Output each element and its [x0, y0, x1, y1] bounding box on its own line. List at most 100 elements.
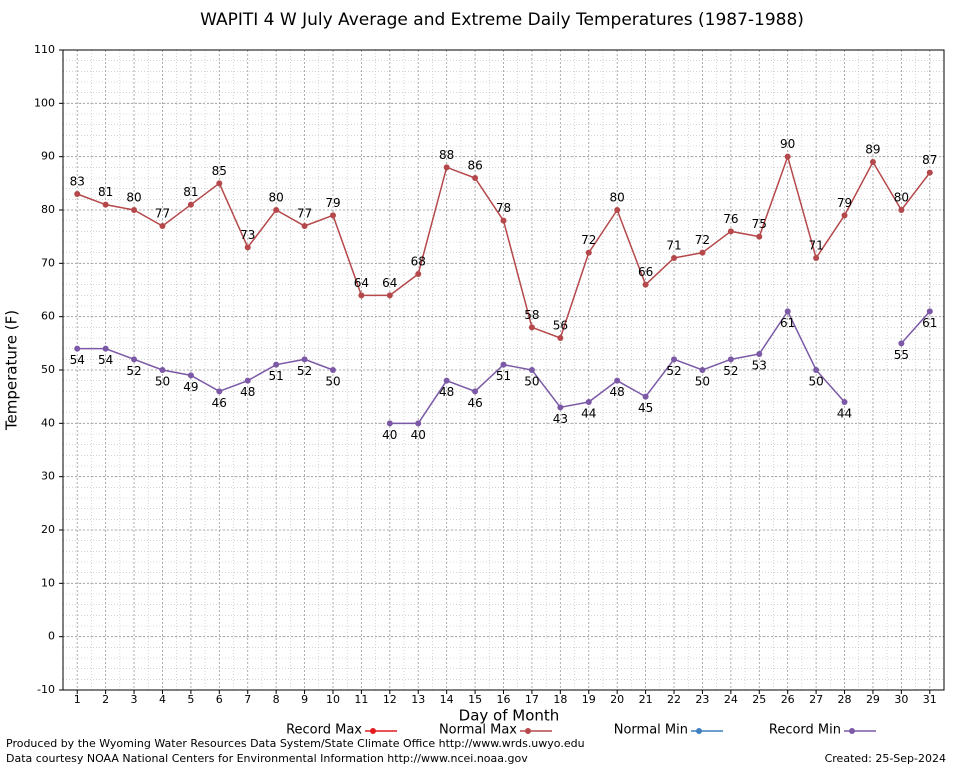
data-point: [273, 361, 280, 368]
data-label: 50: [695, 375, 710, 389]
data-label: 54: [70, 353, 85, 367]
data-label: 44: [581, 407, 596, 421]
data-label: 52: [666, 364, 681, 378]
data-label: 79: [325, 196, 340, 210]
data-point: [898, 207, 905, 213]
data-label: 46: [467, 396, 482, 410]
data-point: [784, 153, 791, 160]
data-label: 54: [98, 353, 113, 367]
x-tick-label: 17: [525, 693, 539, 706]
data-point: [159, 367, 166, 373]
x-tick-label: 2: [102, 693, 109, 706]
data-point: [898, 340, 905, 347]
legend-label: Normal Min: [614, 723, 688, 738]
data-label: 45: [638, 401, 653, 415]
data-label: 53: [752, 359, 767, 373]
data-point: [187, 201, 194, 208]
data-point: [528, 324, 535, 331]
data-point: [273, 207, 280, 213]
y-axis-label: Temperature (F): [3, 310, 21, 431]
x-tick-label: 25: [752, 693, 766, 706]
data-label: 87: [922, 153, 937, 167]
data-label: 64: [354, 276, 369, 290]
data-label: 77: [297, 207, 312, 221]
y-tick-label: 20: [41, 523, 55, 536]
y-tick-label: 40: [41, 416, 55, 429]
data-point: [386, 420, 393, 427]
footer-text: Produced by the Wyoming Water Resources …: [6, 737, 585, 750]
footer-text: Data courtesy NOAA National Centers for …: [6, 752, 528, 765]
data-point: [727, 228, 734, 235]
data-point: [841, 399, 848, 405]
data-label: 88: [439, 148, 454, 162]
data-label: 86: [467, 159, 482, 173]
data-label: 90: [780, 137, 795, 151]
data-point: [187, 372, 194, 379]
data-point: [329, 367, 336, 373]
chart-title: WAPITI 4 W July Average and Extreme Dail…: [200, 10, 804, 30]
data-point: [415, 271, 422, 277]
x-tick-label: 12: [383, 693, 397, 706]
data-label: 81: [183, 185, 198, 199]
y-tick-label: 100: [34, 96, 55, 109]
data-label: 78: [496, 201, 511, 215]
data-point: [926, 308, 933, 315]
x-tick-label: 19: [582, 693, 596, 706]
data-point: [131, 356, 138, 363]
y-tick-label: -10: [37, 683, 55, 696]
y-tick-label: 50: [41, 363, 55, 376]
legend-label: Record Max: [286, 723, 362, 738]
data-point: [415, 420, 422, 427]
data-label: 61: [780, 316, 795, 330]
data-point: [216, 388, 223, 395]
data-label: 85: [212, 164, 227, 178]
data-point: [500, 217, 507, 224]
footer-text: Created: 25-Sep-2024: [825, 752, 946, 765]
x-tick-label: 15: [468, 693, 482, 706]
data-point: [841, 212, 848, 219]
data-label: 40: [411, 428, 426, 442]
data-point: [869, 159, 876, 165]
data-label: 66: [638, 265, 653, 279]
data-point: [585, 249, 592, 256]
x-tick-label: 14: [440, 693, 454, 706]
data-label: 58: [524, 308, 539, 322]
x-tick-label: 13: [411, 693, 425, 706]
data-label: 52: [723, 364, 738, 378]
x-tick-label: 26: [781, 693, 795, 706]
data-label: 46: [212, 396, 227, 410]
data-label: 48: [610, 385, 625, 399]
data-point: [74, 191, 81, 197]
data-point: [244, 244, 251, 251]
legend-label: Record Min: [769, 723, 841, 738]
data-label: 89: [865, 143, 880, 157]
data-point: [500, 361, 507, 368]
data-label: 76: [723, 212, 738, 226]
x-tick-label: 20: [610, 693, 624, 706]
y-tick-label: 110: [34, 43, 55, 56]
x-tick-label: 18: [553, 693, 567, 706]
data-point: [386, 292, 393, 299]
y-tick-label: 70: [41, 256, 55, 269]
legend-marker: [525, 728, 531, 734]
legend-marker: [849, 728, 855, 734]
data-point: [813, 367, 820, 373]
data-point: [102, 201, 109, 208]
data-point: [671, 255, 678, 261]
data-label: 50: [524, 375, 539, 389]
data-label: 55: [894, 348, 909, 362]
data-point: [756, 233, 763, 240]
data-label: 50: [325, 375, 340, 389]
data-point: [727, 356, 734, 363]
y-tick-label: 30: [41, 470, 55, 483]
data-label: 49: [183, 380, 198, 394]
x-tick-label: 24: [724, 693, 738, 706]
data-label: 80: [269, 191, 284, 205]
data-point: [699, 249, 706, 256]
data-point: [301, 356, 308, 363]
data-point: [472, 388, 479, 395]
data-point: [216, 180, 223, 187]
x-axis-label: Day of Month: [459, 707, 560, 725]
legend-marker: [370, 728, 376, 734]
data-point: [131, 207, 138, 213]
